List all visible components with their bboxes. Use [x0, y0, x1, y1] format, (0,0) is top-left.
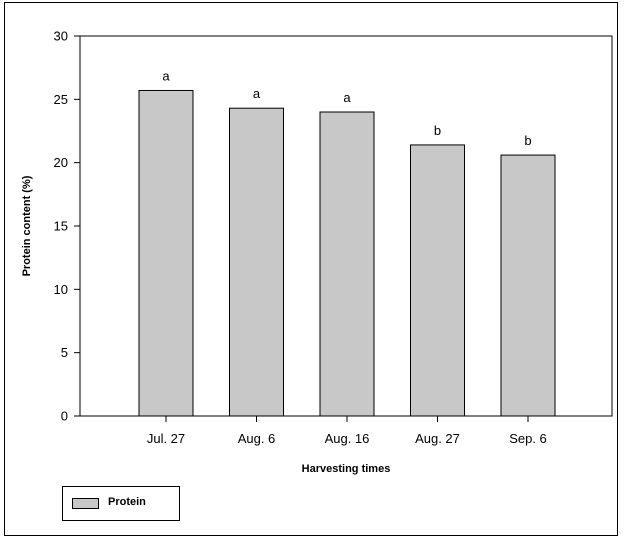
bar-significance-label: b [434, 123, 441, 138]
x-tick-label: Aug. 27 [415, 431, 460, 446]
y-tick-label: 15 [54, 219, 68, 234]
x-tick-label: Jul. 27 [147, 431, 185, 446]
x-axis-ticks: Jul. 27 Aug. 6 Aug. 16 Aug. 27 Sep. 6 [147, 416, 547, 446]
bar-labels-group: a a a b b [162, 68, 531, 148]
bar [229, 107, 284, 417]
x-tick-label: Sep. 6 [509, 431, 547, 446]
bar [500, 154, 556, 417]
y-tick-label: 25 [54, 92, 68, 107]
y-axis-ticks: 0 5 10 15 20 25 30 [54, 29, 80, 424]
x-axis-title: Harvesting times [302, 463, 391, 475]
y-tick-label: 20 [54, 155, 68, 170]
bar-significance-label: b [524, 133, 531, 148]
bar-significance-label: a [253, 86, 261, 101]
bar-significance-label: a [343, 90, 351, 105]
legend-label: Protein [108, 496, 146, 508]
bar [319, 111, 375, 417]
bar [410, 144, 465, 417]
bar-significance-label: a [162, 68, 170, 83]
bar [138, 89, 194, 417]
y-tick-label: 0 [61, 409, 68, 424]
x-tick-label: Aug. 6 [238, 431, 276, 446]
bars-group [138, 89, 556, 417]
legend-swatch [72, 498, 99, 509]
y-axis-title: Protein content (%) [21, 175, 33, 276]
legend: Protein [62, 486, 180, 521]
x-tick-label: Aug. 16 [325, 431, 370, 446]
y-tick-label: 30 [54, 29, 68, 44]
y-tick-label: 10 [54, 282, 68, 297]
y-tick-label: 5 [61, 345, 68, 360]
